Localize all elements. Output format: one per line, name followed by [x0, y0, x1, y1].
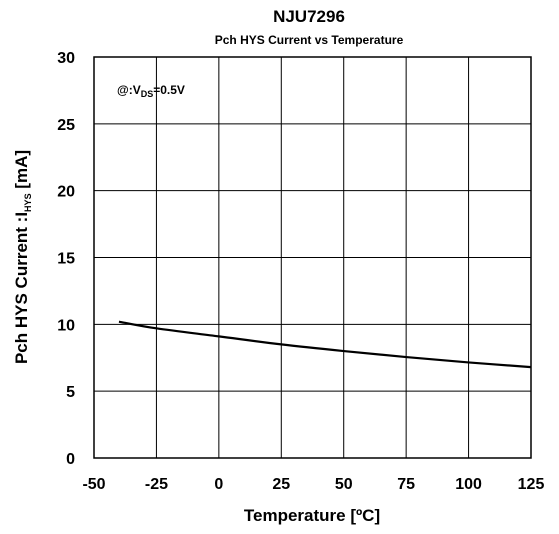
x-tick-label: 100 — [455, 476, 482, 493]
annotation: @:VDS=0.5V — [117, 83, 185, 99]
plot-border — [93, 56, 532, 459]
x-tick-labels: -50 -25 0 25 50 75 100 125 — [82, 476, 544, 493]
y-axis-label-unit: [mA] — [12, 150, 31, 193]
y-tick-label: 0 — [66, 451, 75, 468]
y-tick-label: 10 — [57, 317, 75, 334]
y-axis-label: Pch HYS Current :IHYS [mA] — [12, 150, 33, 364]
x-axis-label: Temperature [ºC] — [244, 506, 380, 525]
y-axis-label-subscript: HYS — [23, 193, 33, 212]
y-tick-label: 30 — [57, 50, 75, 67]
y-tick-label: 5 — [66, 384, 75, 401]
chart-title: NJU7296 — [273, 7, 345, 26]
x-tick-label: -25 — [145, 476, 168, 493]
y-tick-label: 20 — [57, 184, 75, 201]
x-tick-label: -50 — [82, 476, 105, 493]
x-tick-label: 75 — [397, 476, 415, 493]
series-line — [118, 320, 532, 369]
annotation-prefix: @:V — [117, 83, 141, 97]
plot-area — [93, 56, 532, 459]
x-tick-label: 0 — [214, 476, 223, 493]
y-axis-label-main: Pch HYS Current :I — [12, 212, 31, 364]
annotation-suffix: =0.5V — [153, 83, 185, 97]
x-tick-label: 125 — [518, 476, 545, 493]
y-tick-label: 15 — [57, 251, 75, 268]
y-tick-label: 25 — [57, 117, 75, 134]
x-tick-label: 50 — [335, 476, 353, 493]
x-tick-label: 25 — [272, 476, 290, 493]
annotation-subscript: DS — [141, 89, 154, 99]
y-tick-labels: 0 5 10 15 20 25 30 — [57, 50, 75, 468]
chart-subtitle: Pch HYS Current vs Temperature — [215, 33, 404, 47]
gridlines — [94, 57, 531, 458]
